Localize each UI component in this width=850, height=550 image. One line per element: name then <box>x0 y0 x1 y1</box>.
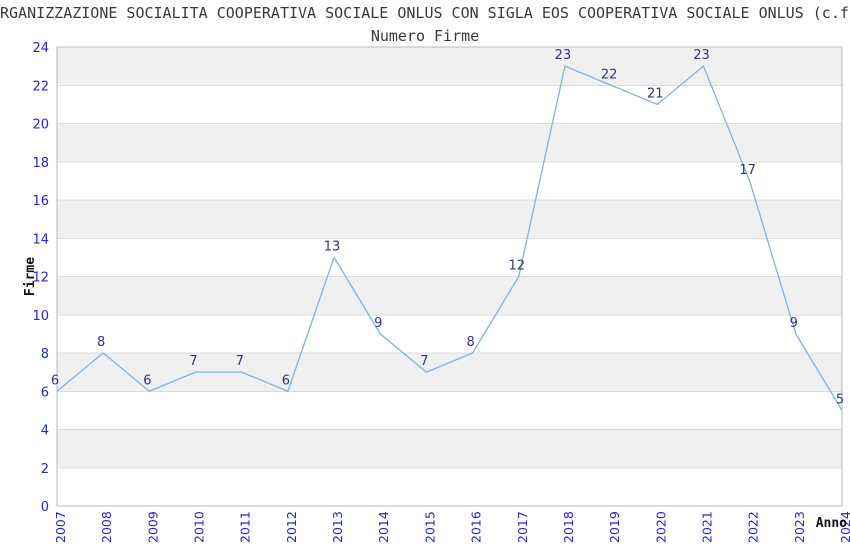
chart-subtitle: Numero Firme <box>370 27 480 45</box>
x-tick-label: 2017 <box>515 511 530 543</box>
y-tick-label: 8 <box>41 347 49 362</box>
y-tick-label: 12 <box>32 271 49 286</box>
plot-band <box>57 161 842 200</box>
data-label: 23 <box>693 48 710 63</box>
x-axis-title: Anno <box>816 516 847 531</box>
data-label: 6 <box>143 373 151 388</box>
y-tick-label: 20 <box>32 118 49 133</box>
x-tick-label: 2007 <box>53 511 68 543</box>
data-label: 13 <box>324 239 341 254</box>
x-tick-label: 2012 <box>284 511 299 543</box>
data-label: 9 <box>374 316 382 331</box>
y-tick-label: 16 <box>32 194 49 209</box>
plot-band <box>57 314 842 353</box>
x-tick-label: 2014 <box>376 511 391 543</box>
plot-band <box>57 200 842 239</box>
data-label: 22 <box>601 67 618 82</box>
x-tick-label: 2009 <box>145 511 160 543</box>
plot-band <box>57 238 842 277</box>
data-label: 7 <box>189 354 197 369</box>
data-label: 23 <box>555 48 572 63</box>
x-tick-label: 2021 <box>699 511 714 543</box>
y-tick-label: 18 <box>32 156 49 171</box>
data-label: 6 <box>51 373 59 388</box>
x-tick-label: 2024 <box>838 511 850 543</box>
plot-band <box>57 429 842 468</box>
plot-border <box>56 46 843 507</box>
plot-band <box>57 467 842 506</box>
x-tick-label: 2013 <box>330 511 345 543</box>
data-label: 8 <box>97 335 105 350</box>
data-label: 5 <box>836 392 844 407</box>
y-tick-label: 0 <box>41 500 49 515</box>
y-tick-label: 22 <box>32 79 49 94</box>
plot-band <box>57 276 842 315</box>
data-label: 17 <box>739 163 756 178</box>
y-tick-label: 10 <box>32 309 49 324</box>
y-tick-label: 14 <box>32 232 49 247</box>
plot-band <box>57 123 842 162</box>
data-label: 12 <box>508 259 525 274</box>
y-tick-label: 6 <box>41 385 49 400</box>
plot-band <box>57 85 842 124</box>
x-tick-label: 2018 <box>561 511 576 543</box>
data-label: 7 <box>420 354 428 369</box>
line-series <box>56 65 843 411</box>
y-tick-label: 4 <box>41 424 49 439</box>
data-label: 21 <box>647 86 664 101</box>
x-tick-label: 2016 <box>469 511 484 543</box>
x-tick-label: 2008 <box>99 511 114 543</box>
x-tick-label: 2020 <box>653 511 668 543</box>
x-tick-label: 2022 <box>746 511 761 543</box>
x-tick-label: 2011 <box>238 511 253 543</box>
plot-band <box>57 391 842 430</box>
x-tick-label: 2010 <box>192 511 207 543</box>
x-tick-label: 2015 <box>422 511 437 543</box>
y-axis-title: Firme <box>23 257 38 296</box>
data-label: 7 <box>236 354 244 369</box>
plot-band <box>57 353 842 392</box>
data-label: 8 <box>466 335 474 350</box>
x-tick-label: 2023 <box>792 511 807 543</box>
data-label: 9 <box>790 316 798 331</box>
x-tick-label: 2019 <box>607 511 622 543</box>
y-tick-label: 2 <box>41 462 49 477</box>
chart-title: RGANIZZAZIONE SOCIALITA COOPERATIVA SOCI… <box>0 4 850 22</box>
plot-band <box>57 47 842 86</box>
y-tick-label: 24 <box>32 41 49 56</box>
data-label: 6 <box>282 373 290 388</box>
